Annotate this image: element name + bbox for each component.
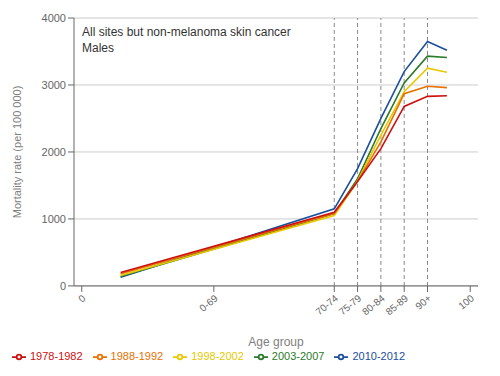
html-text:1988-1992: 1988-1992 [110, 349, 164, 362]
svg-text:1000: 1000 [42, 213, 66, 225]
svg-text:3000: 3000 [42, 79, 66, 91]
svg-text:0: 0 [60, 280, 66, 292]
svg-text:2000: 2000 [42, 146, 66, 158]
svg-text:4000: 4000 [42, 12, 66, 24]
html-text:1998-2002: 1998-2002 [191, 349, 244, 362]
html-text:2010-2012: 2010-2012 [352, 349, 405, 362]
svg-text:70-74: 70-74 [313, 292, 340, 317]
html-text:All sites but non-melanoma ski: All sites but non-melanoma skin cancer [82, 25, 291, 39]
svg-text:75-79: 75-79 [337, 292, 364, 317]
svg-text:100: 100 [456, 292, 476, 311]
svg-text:90+: 90+ [413, 292, 433, 311]
svg-text:Mortality rate (per 100 000): Mortality rate (per 100 000) [11, 86, 23, 219]
svg-text:0-69: 0-69 [197, 292, 220, 314]
svg-text:80-84: 80-84 [360, 292, 387, 317]
svg-text:Age group: Age group [248, 335, 304, 349]
svg-text:85-89: 85-89 [383, 292, 410, 317]
html-text:1978-1982: 1978-1982 [30, 349, 83, 362]
html-text:2003-2007: 2003-2007 [271, 349, 325, 362]
html-text:Males: Males [82, 41, 114, 55]
svg-text:0: 0 [76, 292, 88, 304]
